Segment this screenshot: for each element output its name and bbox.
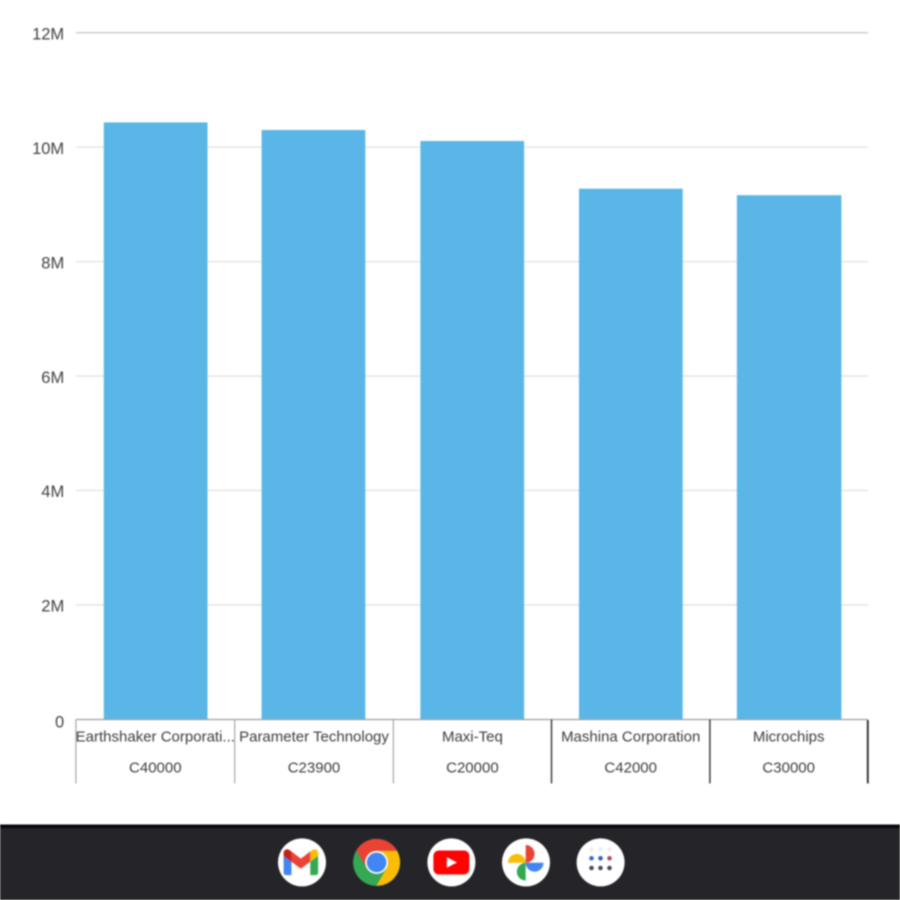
- svg-text:Earthshaker Corporati...: Earthshaker Corporati...: [76, 728, 235, 745]
- svg-text:6M: 6M: [41, 369, 64, 387]
- svg-text:C42000: C42000: [604, 760, 657, 777]
- svg-text:Maxi-Teq: Maxi-Teq: [442, 728, 503, 745]
- svg-text:C30000: C30000: [762, 760, 815, 777]
- svg-text:2M: 2M: [41, 598, 64, 616]
- svg-text:8M: 8M: [41, 254, 64, 272]
- svg-text:0: 0: [55, 713, 64, 731]
- svg-text:12M: 12M: [32, 25, 64, 43]
- svg-text:10M: 10M: [32, 140, 64, 158]
- svg-text:4M: 4M: [41, 483, 64, 501]
- svg-text:Mashina Corporation: Mashina Corporation: [561, 728, 700, 745]
- svg-text:Microchips: Microchips: [753, 728, 825, 745]
- svg-text:C40000: C40000: [129, 760, 182, 777]
- svg-text:C23900: C23900: [288, 760, 341, 777]
- svg-text:Parameter Technology: Parameter Technology: [239, 728, 389, 745]
- svg-text:C20000: C20000: [446, 760, 499, 777]
